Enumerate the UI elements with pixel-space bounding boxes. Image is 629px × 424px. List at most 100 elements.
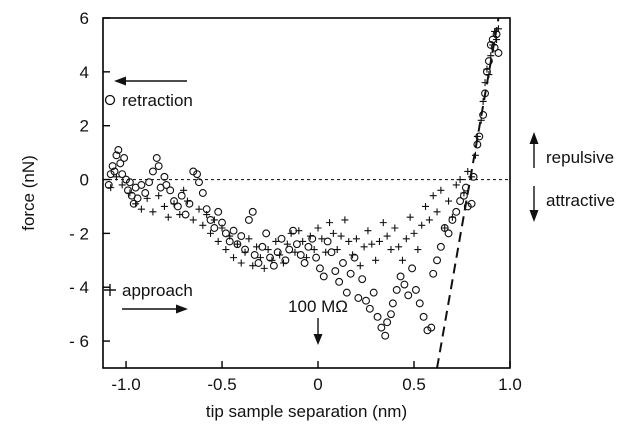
retraction-point: [365, 304, 374, 313]
approach-point: [422, 202, 430, 210]
approach-point: [237, 259, 245, 267]
approach-point: [230, 254, 238, 262]
approach-point: [149, 208, 157, 216]
approach-point: [276, 251, 284, 259]
retraction-point: [312, 253, 321, 262]
approach-point: [473, 132, 481, 140]
approach-point: [253, 243, 261, 251]
x-tick-label: 1.0: [498, 375, 522, 394]
approach-point: [329, 229, 337, 237]
approach-point: [207, 229, 215, 237]
approach-legend-label: approach: [122, 281, 193, 300]
retraction-point: [277, 234, 286, 243]
retraction-point: [124, 186, 132, 195]
approach-point: [418, 221, 426, 229]
approach-point: [491, 27, 499, 35]
retraction-point: [296, 250, 305, 259]
approach-point: [310, 246, 318, 254]
retraction-point: [141, 189, 150, 197]
approach-point: [314, 224, 322, 232]
approach-point: [160, 202, 168, 210]
approach-point: [410, 229, 418, 237]
retraction-point: [387, 310, 395, 319]
retraction-point: [112, 151, 121, 160]
retraction-point: [396, 272, 405, 281]
retraction-point: [323, 237, 332, 246]
approach-point: [256, 254, 264, 262]
approach-point: [279, 259, 287, 267]
retraction-point: [461, 183, 470, 192]
approach-point: [489, 41, 497, 49]
approach-point: [299, 237, 307, 245]
retraction-point: [266, 253, 274, 262]
retraction-point: [339, 259, 347, 267]
retraction-point: [198, 189, 207, 197]
retraction-point: [114, 145, 123, 154]
approach-point: [118, 181, 126, 189]
retraction-points-group: [104, 30, 503, 340]
approach-point: [333, 246, 341, 254]
approach-point: [471, 151, 479, 159]
approach-point: [137, 205, 145, 213]
retraction-point: [292, 240, 301, 249]
retraction-legend-marker: [104, 94, 116, 106]
resistance-arrow-head: [313, 334, 323, 345]
approach-point: [112, 173, 120, 181]
retraction-point: [456, 197, 465, 206]
axes-group: -1.0 -0.5 0 0.5 1.0 6 4 2 0 - 2 - 4 - 6 tip sample s…: [19, 9, 522, 421]
approach-point: [233, 240, 241, 248]
retraction-point: [281, 256, 290, 265]
approach-point: [448, 213, 456, 221]
retraction-point: [400, 280, 409, 289]
retraction-point: [433, 256, 441, 265]
retraction-point: [315, 264, 324, 273]
retraction-point: [429, 269, 438, 278]
y-tick-label: - 6: [69, 332, 89, 351]
x-axis-label: tip sample separation (nm): [206, 402, 407, 421]
approach-point: [487, 52, 495, 60]
retraction-point: [331, 267, 340, 276]
approach-point: [387, 246, 395, 254]
approach-point: [349, 251, 357, 259]
retraction-point: [125, 178, 134, 187]
approach-point: [481, 79, 489, 87]
approach-point: [406, 213, 414, 221]
retraction-point: [254, 259, 263, 267]
retraction-point: [304, 242, 313, 251]
retraction-point: [193, 170, 202, 179]
approach-point: [107, 184, 115, 192]
approach-point: [395, 243, 403, 251]
retraction-point: [408, 264, 417, 273]
approach-point: [460, 189, 468, 197]
approach-point: [306, 232, 314, 240]
approach-point: [452, 181, 460, 189]
approach-point: [189, 216, 197, 224]
approach-point: [494, 25, 502, 33]
approach-point: [195, 205, 203, 213]
retraction-point: [152, 154, 161, 162]
y-tick-label: - 4: [69, 278, 89, 297]
retraction-point: [490, 43, 499, 52]
retraction-point: [237, 232, 246, 241]
approach-point: [352, 235, 360, 243]
retraction-point: [350, 253, 359, 262]
retraction-point: [362, 296, 370, 305]
retraction-point: [494, 49, 503, 57]
approach-point: [155, 192, 163, 200]
y-tick-label: 2: [80, 117, 89, 136]
retraction-point: [214, 207, 223, 216]
retraction-point: [383, 318, 392, 327]
retraction-point: [473, 140, 482, 149]
retraction-point: [118, 170, 127, 179]
retraction-point: [250, 250, 259, 259]
annotations-group: retraction approach 100 MΩ repulsive attract…: [104, 76, 615, 345]
retraction-point: [358, 275, 367, 284]
approach-point: [375, 237, 383, 245]
retraction-point: [427, 323, 436, 332]
retraction-point: [210, 224, 219, 232]
retraction-point: [436, 242, 445, 251]
approach-point: [441, 224, 449, 232]
retraction-point: [419, 312, 428, 321]
repulsive-arrow-head: [529, 132, 539, 144]
approach-point: [303, 254, 310, 262]
